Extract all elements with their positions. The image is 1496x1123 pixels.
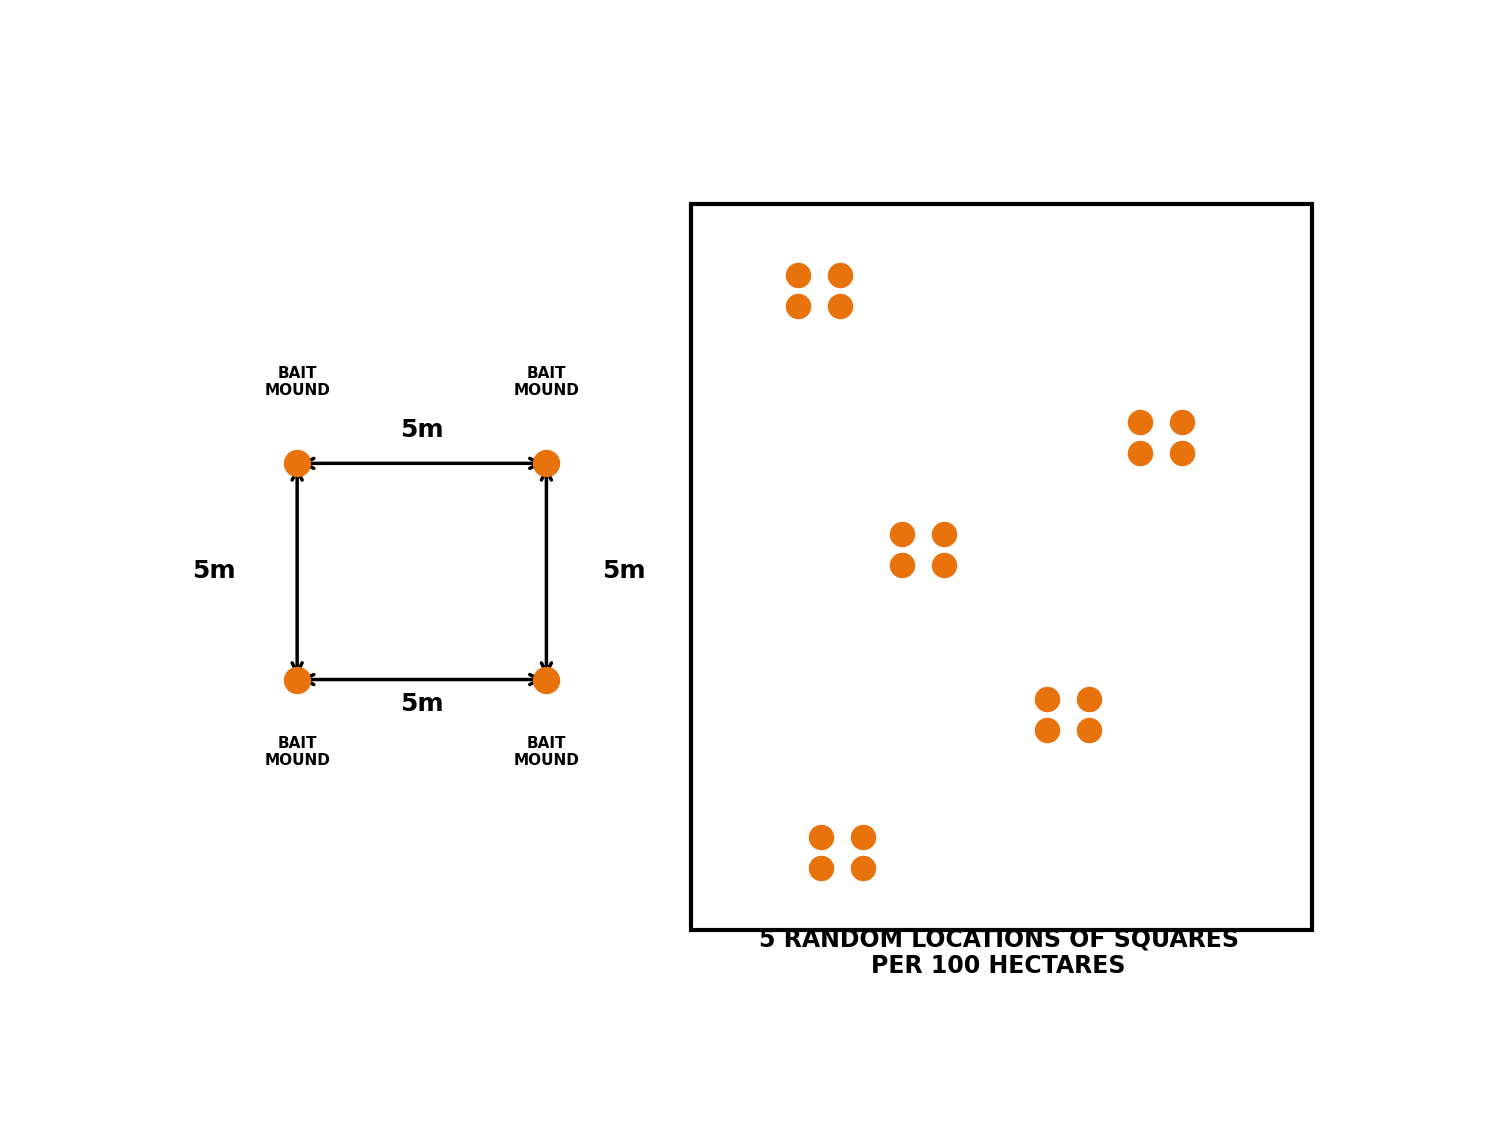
Text: BAIT
MOUND: BAIT MOUND: [513, 366, 579, 399]
Point: [534, 455, 558, 473]
Point: [785, 296, 809, 314]
Text: 5m: 5m: [191, 559, 236, 584]
Point: [1035, 721, 1059, 739]
Point: [890, 556, 914, 574]
Point: [851, 859, 875, 877]
Text: BAIT
MOUND: BAIT MOUND: [513, 736, 579, 768]
Point: [286, 455, 310, 473]
Point: [534, 670, 558, 688]
Point: [1170, 413, 1194, 431]
Text: BAIT
MOUND: BAIT MOUND: [265, 366, 331, 399]
Point: [1170, 444, 1194, 462]
Point: [851, 828, 875, 846]
Text: PER 100 HECTARES: PER 100 HECTARES: [871, 953, 1126, 978]
Bar: [691, 204, 1312, 930]
Point: [827, 296, 851, 314]
Point: [809, 828, 833, 846]
Point: [286, 670, 310, 688]
Point: [932, 526, 956, 544]
Text: 5m: 5m: [399, 693, 444, 716]
Point: [827, 266, 851, 284]
Text: 5m: 5m: [399, 418, 444, 441]
Point: [1035, 690, 1059, 707]
Text: 5 RANDOM LOCATIONS OF SQUARES: 5 RANDOM LOCATIONS OF SQUARES: [758, 928, 1239, 952]
Text: 5m: 5m: [601, 559, 646, 584]
Point: [1128, 444, 1152, 462]
Point: [809, 859, 833, 877]
Point: [1128, 413, 1152, 431]
Point: [1077, 721, 1101, 739]
Point: [890, 526, 914, 544]
Point: [932, 556, 956, 574]
Point: [785, 266, 809, 284]
Point: [1077, 690, 1101, 707]
Text: BAIT
MOUND: BAIT MOUND: [265, 736, 331, 768]
